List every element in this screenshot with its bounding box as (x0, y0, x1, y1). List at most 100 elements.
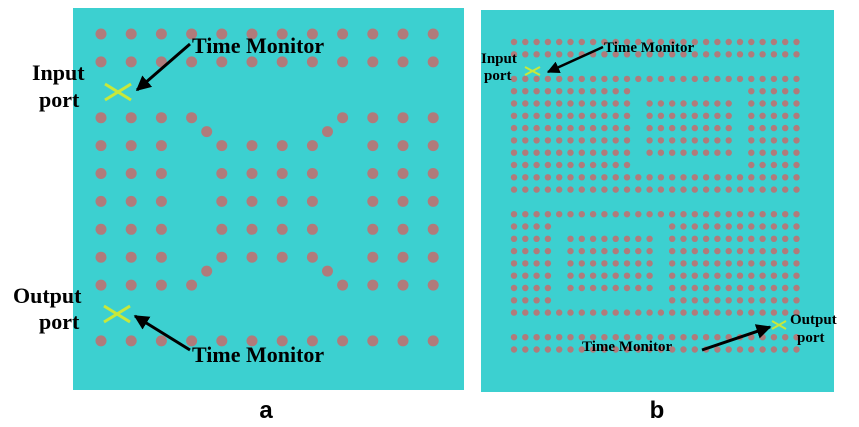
lattice-rod (736, 309, 744, 316)
lattice-rod (748, 211, 755, 218)
lattice-rod (427, 279, 439, 291)
lattice-rod (427, 223, 439, 235)
lattice-rod (522, 309, 529, 316)
lattice-rod (601, 137, 608, 144)
lattice-rod (601, 149, 608, 156)
lattice-rod (533, 346, 540, 353)
lattice-rod (770, 334, 778, 341)
lattice-rod (714, 137, 721, 144)
lattice-rod (725, 75, 732, 83)
lattice-rod (522, 334, 529, 341)
lattice-rod (95, 251, 107, 263)
lattice-rod (556, 88, 563, 95)
lattice-rod (95, 335, 107, 347)
lattice-rod (544, 334, 552, 341)
lattice-rod (623, 247, 631, 255)
lattice-rod (793, 235, 800, 242)
lattice-rod (657, 124, 665, 132)
lattice-rod (657, 346, 665, 353)
lattice-rod (725, 260, 732, 267)
lattice-rod (669, 334, 676, 341)
lattice-rod (646, 247, 653, 255)
lattice-rod (714, 149, 721, 156)
lattice-rod (759, 297, 766, 304)
panel-b-background (481, 10, 834, 392)
lattice-rod (95, 279, 107, 291)
lattice-rod (714, 284, 721, 292)
lattice-rod (125, 140, 137, 152)
lattice-rod (669, 235, 676, 242)
lattice-rod (714, 309, 721, 316)
panel-b-top-arrow-icon (546, 45, 604, 74)
lattice-rod (246, 140, 258, 152)
lattice-rod (782, 247, 789, 255)
panel-a-output-port-marker (103, 304, 131, 324)
lattice-rod (427, 251, 439, 263)
lattice-rod (725, 211, 732, 218)
lattice-rod (276, 140, 288, 152)
lattice-rod (246, 251, 258, 263)
lattice-rod (544, 284, 552, 292)
lattice-rod (601, 235, 608, 242)
lattice-rod (367, 195, 379, 207)
lattice-rod (782, 235, 789, 242)
lattice-rod (510, 100, 518, 107)
lattice-rod (782, 51, 789, 58)
lattice-rod (601, 211, 608, 218)
lattice-rod (725, 334, 732, 341)
lattice-rod (793, 346, 800, 353)
lattice-rod (397, 251, 409, 263)
lattice-rod (216, 140, 228, 152)
lattice-rod (759, 211, 766, 218)
lattice-rod (793, 247, 800, 255)
lattice-rod (770, 247, 778, 255)
lattice-rod (782, 75, 789, 83)
lattice-rod (725, 272, 732, 279)
lattice-rod (623, 100, 631, 107)
lattice-rod (155, 28, 167, 40)
lattice-rod (522, 272, 529, 279)
lattice-rod (770, 137, 778, 144)
lattice-rod (612, 88, 619, 95)
lattice-rod (533, 88, 540, 95)
lattice-rod (510, 309, 518, 316)
lattice-rod (589, 100, 597, 107)
lattice-rod (556, 112, 563, 120)
lattice-rod (759, 247, 766, 255)
lattice-rod (702, 124, 710, 132)
lattice-rod (337, 335, 349, 347)
lattice-rod (186, 56, 198, 68)
lattice-rod (306, 223, 318, 235)
lattice-rod (556, 38, 563, 46)
lattice-rod (702, 223, 710, 230)
lattice-rod (680, 75, 687, 83)
lattice-rod (748, 223, 755, 230)
lattice-rod (522, 51, 529, 58)
lattice-rod (657, 309, 665, 316)
lattice-rod (201, 126, 213, 138)
lattice-rod (770, 161, 778, 169)
lattice-rod (759, 174, 766, 181)
lattice-rod (635, 346, 642, 353)
lattice-rod (589, 309, 597, 316)
lattice-rod (702, 235, 710, 242)
lattice-rod (367, 335, 379, 347)
lattice-rod (510, 88, 518, 95)
lattice-rod (770, 235, 778, 242)
lattice-rod (589, 38, 597, 46)
lattice-rod (427, 195, 439, 207)
lattice-rod (714, 272, 721, 279)
lattice-rod (612, 284, 619, 292)
lattice-rod (748, 88, 755, 95)
lattice-rod (635, 284, 642, 292)
lattice-rod (155, 279, 167, 291)
lattice-rod (691, 174, 698, 181)
lattice-rod (770, 272, 778, 279)
lattice-rod (793, 137, 800, 144)
lattice-rod (276, 223, 288, 235)
lattice-rod (657, 334, 665, 341)
lattice-rod (759, 100, 766, 107)
lattice-rod (793, 100, 800, 107)
lattice-rod (510, 137, 518, 144)
